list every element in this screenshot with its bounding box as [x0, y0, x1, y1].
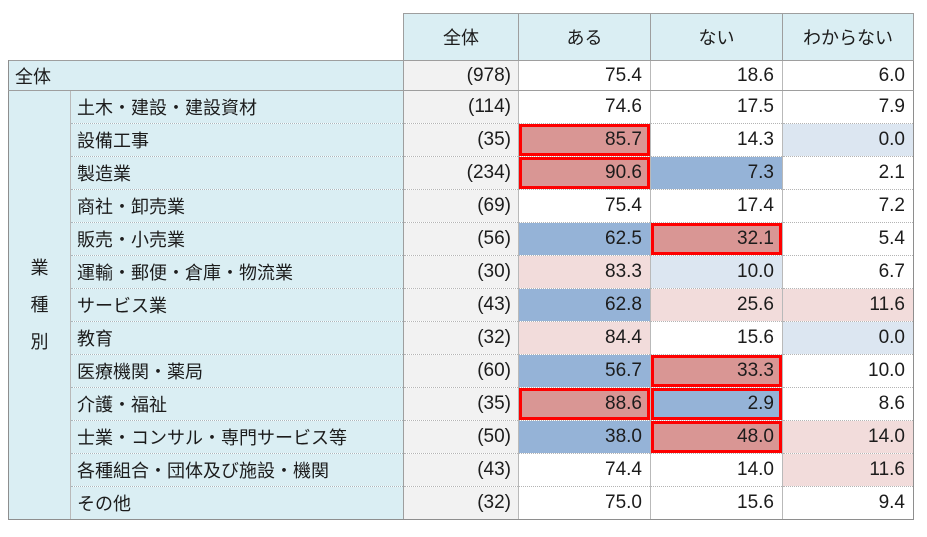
row-label: 介護・福祉: [70, 387, 404, 421]
column-header-wakaranai: わからない: [782, 13, 914, 61]
group-label-char: 別: [30, 331, 49, 352]
value-cell: 7.9: [782, 90, 914, 124]
value-cell: 10.0: [650, 255, 783, 289]
crosstab-table: 全体 ある ない わからない 全体 (978) 75.4 18.6 6.0 業種別土木・建…: [8, 13, 914, 520]
row-label: 医療機関・薬局: [70, 354, 404, 388]
row-n: (69): [403, 189, 519, 223]
industry-row: 教育 (32) 84.4 15.6 0.0: [9, 321, 914, 355]
value-cell: 90.6: [518, 156, 651, 190]
table-body: 全体 (978) 75.4 18.6 6.0 業種別土木・建設・建設資材 (114) 74.6…: [8, 60, 914, 520]
value-cell: 17.5: [650, 90, 783, 124]
total-row-label: 全体: [8, 60, 404, 91]
row-label: その他: [70, 486, 404, 520]
value-cell: 0.0: [782, 123, 914, 157]
group-label-char: 業: [30, 257, 49, 278]
total-value-cell: 75.4: [518, 60, 651, 91]
row-n: (32): [403, 321, 519, 355]
value-cell: 11.6: [782, 453, 914, 487]
value-cell: 56.7: [518, 354, 651, 388]
row-label: サービス業: [70, 288, 404, 322]
value-cell: 7.2: [782, 189, 914, 223]
industry-row: 設備工事 (35) 85.7 14.3 0.0: [9, 123, 914, 157]
row-n: (32): [403, 486, 519, 520]
value-cell: 14.0: [650, 453, 783, 487]
value-cell: 7.3: [650, 156, 783, 190]
value-cell: 88.6: [518, 387, 651, 421]
value-cell: 25.6: [650, 288, 783, 322]
total-row-n: (978): [403, 60, 519, 91]
value-cell: 9.4: [782, 486, 914, 520]
industry-row: 医療機関・薬局 (60) 56.7 33.3 10.0: [9, 354, 914, 388]
row-label: 販売・小売業: [70, 222, 404, 256]
value-cell: 62.8: [518, 288, 651, 322]
value-cell: 62.5: [518, 222, 651, 256]
industry-row: 商社・卸売業 (69) 75.4 17.4 7.2: [9, 189, 914, 223]
row-n: (56): [403, 222, 519, 256]
column-header-total: 全体: [403, 13, 519, 61]
row-label: 設備工事: [70, 123, 404, 157]
value-cell: 5.4: [782, 222, 914, 256]
value-cell: 11.6: [782, 288, 914, 322]
row-label: 運輸・郵便・倉庫・物流業: [70, 255, 404, 289]
value-cell: 2.1: [782, 156, 914, 190]
row-n: (43): [403, 288, 519, 322]
value-cell: 2.9: [650, 387, 783, 421]
value-cell: 83.3: [518, 255, 651, 289]
total-row: 全体 (978) 75.4 18.6 6.0: [8, 60, 914, 91]
value-cell: 15.6: [650, 321, 783, 355]
value-cell: 0.0: [782, 321, 914, 355]
value-cell: 10.0: [782, 354, 914, 388]
industry-row: 製造業 (234) 90.6 7.3 2.1: [9, 156, 914, 190]
value-cell: 74.4: [518, 453, 651, 487]
value-cell: 33.3: [650, 354, 783, 388]
value-cell: 75.0: [518, 486, 651, 520]
row-label: 士業・コンサル・専門サービス等: [70, 420, 404, 454]
row-n: (114): [403, 90, 519, 124]
row-n: (43): [403, 453, 519, 487]
column-header-nai: ない: [650, 13, 783, 61]
row-n: (35): [403, 123, 519, 157]
industry-row: 業種別土木・建設・建設資材 (114) 74.6 17.5 7.9: [8, 90, 914, 520]
value-cell: 75.4: [518, 189, 651, 223]
row-n: (30): [403, 255, 519, 289]
survey-crosstab: 全体 ある ない わからない 全体 (978) 75.4 18.6 6.0 業種別土木・建…: [8, 13, 914, 520]
value-cell: 17.4: [650, 189, 783, 223]
row-label: 商社・卸売業: [70, 189, 404, 223]
value-cell: 38.0: [518, 420, 651, 454]
value-cell: 6.7: [782, 255, 914, 289]
header-row: 全体 ある ない わからない: [8, 13, 914, 61]
row-n: (35): [403, 387, 519, 421]
column-header-aru: ある: [518, 13, 651, 61]
industry-row: 販売・小売業 (56) 62.5 32.1 5.4: [9, 222, 914, 256]
row-label: 製造業: [70, 156, 404, 190]
total-value-cell: 18.6: [650, 60, 783, 91]
value-cell: 14.3: [650, 123, 783, 157]
header-blank: [8, 13, 404, 61]
total-value-cell: 6.0: [782, 60, 914, 91]
row-label: 教育: [70, 321, 404, 355]
row-n: (234): [403, 156, 519, 190]
row-label: 土木・建設・建設資材: [70, 90, 404, 124]
industry-row: 介護・福祉 (35) 88.6 2.9 8.6: [9, 387, 914, 421]
value-cell: 15.6: [650, 486, 783, 520]
industry-row: 士業・コンサル・専門サービス等 (50) 38.0 48.0 14.0: [9, 420, 914, 454]
industry-row: その他 (32) 75.0 15.6 9.4: [9, 486, 914, 520]
industry-row: 運輸・郵便・倉庫・物流業 (30) 83.3 10.0 6.7: [9, 255, 914, 289]
value-cell: 48.0: [650, 420, 783, 454]
group-label: 業種別: [8, 90, 71, 520]
value-cell: 85.7: [518, 123, 651, 157]
value-cell: 14.0: [782, 420, 914, 454]
value-cell: 32.1: [650, 222, 783, 256]
row-n: (50): [403, 420, 519, 454]
industry-row: 各種組合・団体及び施設・機関 (43) 74.4 14.0 11.6: [9, 453, 914, 487]
industry-row: サービス業 (43) 62.8 25.6 11.6: [9, 288, 914, 322]
value-cell: 84.4: [518, 321, 651, 355]
row-label: 各種組合・団体及び施設・機関: [70, 453, 404, 487]
row-n: (60): [403, 354, 519, 388]
group-label-char: 種: [30, 294, 49, 315]
value-cell: 8.6: [782, 387, 914, 421]
value-cell: 74.6: [518, 90, 651, 124]
